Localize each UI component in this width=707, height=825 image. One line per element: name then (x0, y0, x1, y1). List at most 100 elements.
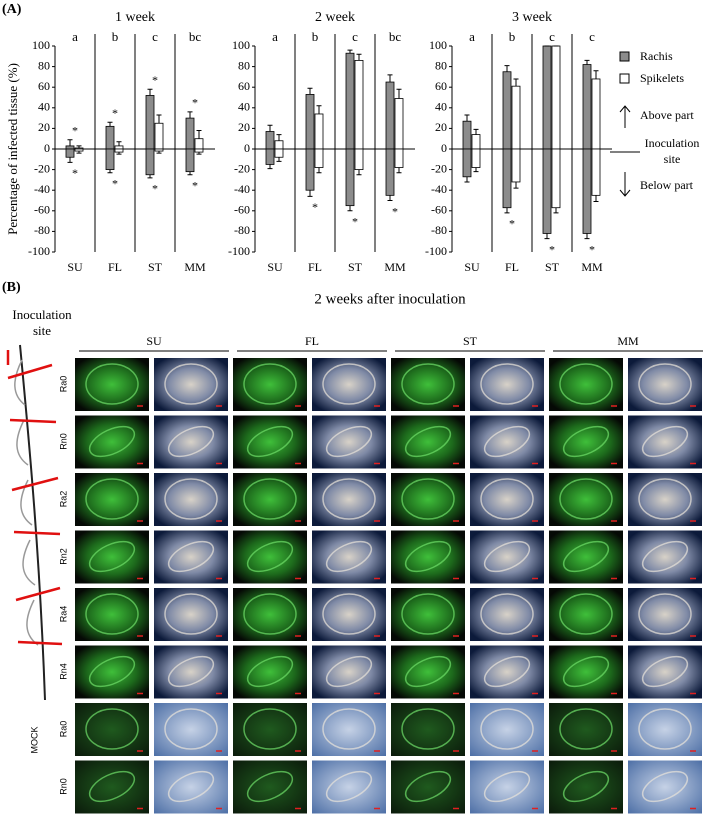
x-tick-label: MM (581, 260, 603, 274)
micrograph (628, 703, 702, 756)
bar (385, 148, 395, 196)
legend-note: Inoculation (645, 136, 700, 150)
error-bar (116, 152, 122, 155)
bar (345, 148, 355, 207)
bar (74, 148, 84, 152)
tissue-section (88, 540, 136, 573)
significance-star: * (549, 242, 555, 256)
error-bar (464, 176, 470, 183)
y-tick-label: 80 (238, 58, 250, 72)
y-tick-label: 100 (32, 38, 50, 52)
error-bar (67, 157, 73, 163)
error-bar (107, 121, 113, 127)
column-header: MM (617, 334, 639, 348)
y-tick-label: 0 (44, 141, 50, 155)
error-bar (513, 78, 519, 87)
error-bar (396, 88, 402, 99)
significance-letter: bc (189, 29, 202, 44)
chart-title: 3 week (512, 10, 552, 25)
tissue-section (325, 655, 373, 688)
x-tick-label: MM (384, 260, 406, 274)
micrograph (470, 473, 544, 526)
legend-note: Above part (640, 108, 694, 122)
y-tick-label: 40 (238, 100, 250, 114)
error-bar (76, 151, 82, 154)
micrograph (470, 645, 544, 699)
bar (394, 98, 404, 150)
y-tick-label: 20 (38, 120, 50, 134)
bar (502, 71, 512, 150)
bar (591, 78, 601, 150)
micrograph (154, 645, 228, 699)
tissue-section (85, 708, 139, 750)
micrograph (154, 588, 228, 641)
micrograph (233, 473, 307, 526)
micrograph (312, 645, 386, 699)
micrograph (75, 645, 149, 699)
site-label: site (33, 323, 51, 338)
tissue-section (167, 540, 215, 573)
micrograph (75, 415, 149, 469)
y-tick-label: 100 (429, 38, 447, 52)
y-tick-label: -60 (431, 203, 447, 217)
micrograph (391, 530, 465, 584)
tissue-section (167, 770, 215, 803)
micrograph (549, 415, 623, 469)
micrograph (470, 760, 544, 814)
row-label: Rn2 (58, 548, 68, 565)
tissue-section (638, 363, 692, 405)
micrograph (549, 530, 623, 584)
bar (582, 148, 592, 234)
tissue-section (88, 655, 136, 688)
tissue-section (167, 425, 215, 458)
tissue-section (404, 540, 452, 573)
micrograph (233, 760, 307, 814)
column-header: SU (146, 334, 162, 348)
micrograph (312, 530, 386, 584)
error-bar (544, 233, 550, 240)
micrograph (549, 473, 623, 526)
bar (354, 60, 364, 150)
tissue-section (483, 540, 531, 573)
row-label: Rn0 (58, 778, 68, 795)
micrograph (312, 588, 386, 641)
chart-title: 1 week (115, 10, 155, 25)
significance-star: * (152, 182, 158, 196)
micrograph (233, 645, 307, 699)
tissue-section (638, 708, 692, 750)
micrograph (549, 358, 623, 411)
micrograph (628, 358, 702, 411)
bar (114, 145, 124, 150)
y-tick-label: -20 (34, 161, 50, 175)
micrograph (391, 358, 465, 411)
tissue-section (559, 593, 613, 635)
tissue-section (404, 425, 452, 458)
x-tick-label: MM (184, 260, 206, 274)
micrograph (470, 703, 544, 756)
tissue-section (480, 363, 534, 405)
legend-swatch (619, 51, 630, 62)
tissue-section (164, 363, 218, 405)
error-bar (396, 167, 402, 174)
down-arrow (619, 172, 631, 197)
error-bar (593, 195, 599, 203)
tissue-section (322, 593, 376, 635)
y-tick-label: 20 (435, 120, 447, 134)
error-bar (76, 145, 82, 148)
micrograph (312, 760, 386, 814)
y-tick-label: -40 (234, 182, 250, 196)
significance-star: * (112, 176, 118, 190)
bar (314, 148, 324, 168)
tissue-section (85, 593, 139, 635)
bar (154, 122, 164, 150)
x-tick-label: FL (505, 260, 519, 274)
bar (502, 148, 512, 209)
significance-star: * (72, 123, 78, 137)
tissue-section (559, 478, 613, 520)
bar (194, 148, 204, 153)
error-bar (156, 114, 162, 124)
tissue-section (246, 425, 294, 458)
tissue-section (641, 655, 689, 688)
significance-star: * (72, 166, 78, 180)
x-tick-label: ST (148, 260, 163, 274)
